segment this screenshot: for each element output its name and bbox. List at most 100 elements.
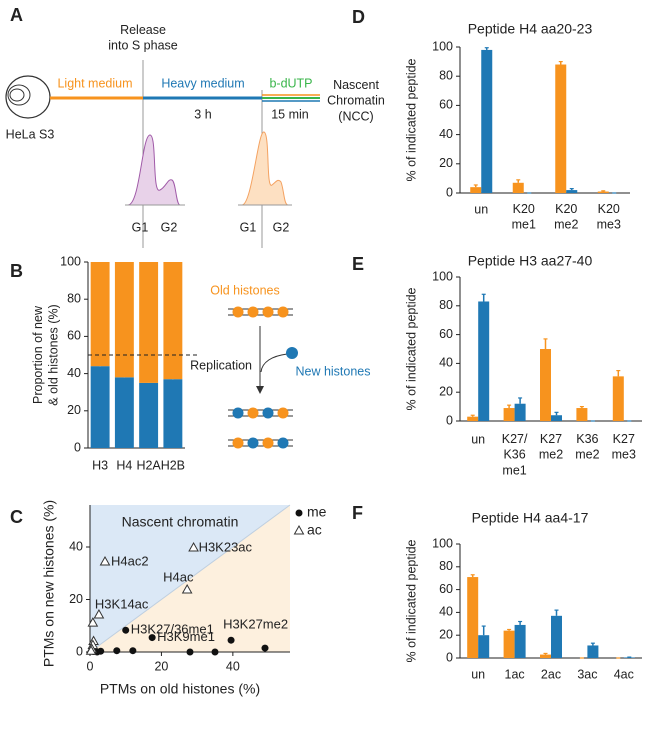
y-tick-label: 60 xyxy=(439,327,453,341)
y-tick-label: 0 xyxy=(446,185,453,199)
bar xyxy=(503,630,515,658)
chart-title: Peptide H3 aa27-40 xyxy=(468,253,593,269)
point-label: H3K9me1 xyxy=(157,629,215,644)
y-tick-label: 0 xyxy=(446,650,453,664)
point xyxy=(261,644,269,652)
y-tick-label: 20 xyxy=(67,403,81,417)
panel-label: A xyxy=(10,5,23,25)
x-tick-label: K20 me3 xyxy=(597,202,621,232)
y-axis-label: % of indicated peptide xyxy=(404,287,418,410)
facs-profile xyxy=(241,131,289,206)
y-tick-label: 20 xyxy=(69,592,83,606)
bar xyxy=(503,408,515,421)
point xyxy=(85,645,97,655)
facs-profile xyxy=(127,134,181,206)
bar xyxy=(467,577,479,658)
panel-label: E xyxy=(352,254,364,274)
y-tick-label: 40 xyxy=(439,356,453,370)
new-histone xyxy=(286,347,298,359)
panel-label: F xyxy=(352,503,363,523)
phase-label: G2 xyxy=(161,220,178,234)
x-tick-label: 40 xyxy=(226,659,240,673)
histone xyxy=(247,407,259,419)
histone xyxy=(262,306,274,318)
phase-label: G1 xyxy=(132,220,149,234)
panel-label: D xyxy=(352,7,365,27)
x-tick-label: K27 me3 xyxy=(612,432,636,462)
bar-segment xyxy=(114,262,134,378)
bar xyxy=(540,349,551,421)
x-tick-label: 3ac xyxy=(577,667,597,681)
nascent-label: Nascent Chromatin (NCC) xyxy=(327,78,385,123)
y-tick-label: 100 xyxy=(60,254,81,268)
x-tick-label: H4 xyxy=(116,458,132,472)
y-tick-label: 40 xyxy=(67,366,81,380)
histone xyxy=(232,407,244,419)
old-histones-label: Old histones xyxy=(210,283,279,297)
replication-label: Replication xyxy=(190,358,252,372)
histone xyxy=(262,407,274,419)
point xyxy=(181,584,193,594)
x-tick-label: K27 me2 xyxy=(539,432,563,462)
bar-segment xyxy=(114,377,134,448)
cell-label: HeLa S3 xyxy=(6,127,55,141)
chart-title: Peptide H4 aa20-23 xyxy=(468,21,593,37)
point-label: H3K14ac xyxy=(95,596,149,611)
y-tick-label: 60 xyxy=(439,98,453,112)
arrow-head xyxy=(256,386,264,394)
bar xyxy=(612,376,624,421)
bar xyxy=(576,408,588,421)
x-tick-label: K20 me2 xyxy=(554,202,578,232)
histone xyxy=(262,437,274,449)
phase-label: G1 xyxy=(240,220,257,234)
x-tick-label: H2B xyxy=(161,458,185,472)
legend-marker xyxy=(293,524,305,535)
replication-diagram: Old histones Replication New histones xyxy=(190,283,371,449)
point xyxy=(113,647,121,655)
y-tick-label: 40 xyxy=(439,127,453,141)
bar-segment xyxy=(139,262,159,383)
heavy-label: Heavy medium xyxy=(161,76,244,90)
y-tick-label: 20 xyxy=(439,627,453,641)
legend-label: me xyxy=(307,504,327,520)
chart-title: Peptide H4 aa4-17 xyxy=(472,510,589,526)
y-tick-label: 100 xyxy=(432,39,453,53)
point-label: H4ac xyxy=(163,569,194,584)
y-tick-label: 0 xyxy=(74,440,81,454)
bar xyxy=(555,64,567,194)
point xyxy=(122,626,130,634)
y-tick-label: 0 xyxy=(76,644,83,658)
panel-label: C xyxy=(10,507,23,527)
y-axis-label: PTMs on new histones (%) xyxy=(41,500,57,667)
bar-segment xyxy=(90,262,110,367)
y-tick-label: 60 xyxy=(439,582,453,596)
x-tick-label: 20 xyxy=(154,659,168,673)
x-tick-label: H2A xyxy=(136,458,161,472)
bar xyxy=(481,49,493,193)
release-label: Release into S phase xyxy=(108,23,178,53)
histone xyxy=(232,437,244,449)
legend-label: ac xyxy=(307,522,322,538)
point xyxy=(87,617,99,627)
y-axis-label: Proportion of new & old histones (%) xyxy=(31,304,61,405)
y-tick-label: 40 xyxy=(69,539,83,553)
histone xyxy=(247,306,259,318)
point xyxy=(227,636,235,644)
bar xyxy=(478,301,490,421)
bar-segment xyxy=(163,379,183,448)
point-label: H3K23ac xyxy=(199,539,253,554)
x-tick-label: un xyxy=(474,202,488,216)
x-tick-label: 0 xyxy=(87,659,94,673)
arrow xyxy=(260,353,288,373)
bar-segment xyxy=(90,366,110,448)
bar xyxy=(551,615,562,658)
point xyxy=(148,634,156,642)
y-tick-label: 100 xyxy=(432,536,453,550)
histone xyxy=(277,437,289,449)
light-label: Light medium xyxy=(57,76,132,90)
timeline-diagram: HeLa S3 Release into S phase Light medium… xyxy=(5,23,385,248)
diagonal xyxy=(89,504,291,653)
point xyxy=(188,542,199,552)
x-tick-label: K27/K36 me1 xyxy=(502,432,528,477)
